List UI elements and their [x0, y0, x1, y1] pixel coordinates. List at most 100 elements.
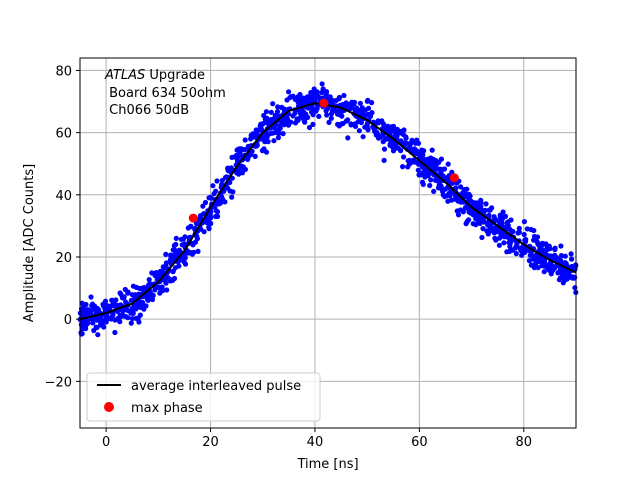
sample-point: [255, 127, 261, 133]
sample-point: [147, 281, 153, 287]
sample-point: [206, 224, 212, 230]
max-phase-point: [319, 98, 329, 108]
sample-point: [146, 277, 152, 283]
y-tick-label: 60: [55, 127, 72, 142]
sample-point: [163, 260, 169, 266]
sample-point: [422, 158, 428, 164]
sample-point: [420, 181, 426, 187]
sample-point: [173, 235, 179, 241]
sample-point: [130, 283, 136, 289]
sample-point: [149, 270, 155, 276]
sample-point: [145, 297, 151, 303]
sample-point: [415, 167, 421, 173]
sample-point: [164, 287, 170, 293]
sample-point: [431, 188, 437, 194]
sample-point: [276, 130, 282, 136]
y-tick-label: 80: [55, 64, 72, 79]
max-phase-layer: [188, 98, 459, 223]
sample-point: [328, 115, 334, 121]
sample-point: [438, 166, 444, 172]
sample-point: [258, 121, 264, 127]
sample-point: [263, 149, 270, 155]
sample-point: [95, 332, 101, 338]
sample-point: [428, 159, 434, 165]
sample-point: [458, 184, 464, 190]
sample-point: [496, 235, 503, 241]
sample-point: [275, 104, 281, 110]
sample-point: [345, 117, 351, 123]
sample-point: [478, 200, 484, 206]
sample-point: [445, 161, 451, 167]
sample-point: [150, 293, 156, 299]
sample-point: [500, 209, 506, 215]
sample-point: [358, 119, 364, 126]
sample-point: [297, 97, 303, 103]
sample-point: [195, 248, 201, 254]
sample-point: [168, 278, 174, 284]
sample-point: [271, 138, 277, 144]
sample-point: [407, 146, 413, 152]
x-axis-ticks: 0 20 40 60 80: [102, 428, 532, 450]
sample-point: [369, 110, 375, 116]
sample-point: [188, 224, 194, 230]
sample-point: [171, 243, 177, 249]
y-tick-label: 20: [55, 251, 72, 266]
sample-point: [405, 164, 411, 170]
annotation-atlas: ATLAS: [104, 68, 145, 83]
sample-point: [312, 97, 318, 103]
sample-point: [311, 106, 317, 112]
sample-point: [508, 237, 514, 243]
sample-point: [462, 190, 468, 196]
sample-point: [153, 270, 159, 276]
sample-point: [276, 126, 282, 132]
sample-point: [128, 297, 134, 303]
sample-point: [163, 251, 169, 257]
y-tick-label: 40: [55, 189, 72, 204]
sample-point: [316, 113, 322, 119]
sample-point: [329, 108, 335, 114]
legend-marker-swatch: [104, 402, 114, 412]
sample-point: [387, 129, 393, 136]
sample-point: [122, 286, 128, 293]
sample-point: [101, 319, 108, 325]
sample-point: [345, 135, 351, 141]
sample-point: [230, 189, 236, 195]
experiment-annotation: ATLAS Upgrade Board 634 50ohm Ch066 50dB: [104, 68, 226, 118]
y-axis-label: Amplitude [ADC Counts]: [22, 164, 37, 322]
sample-point: [324, 112, 330, 118]
annotation-line-1: ATLAS Upgrade: [104, 68, 205, 83]
sample-point: [519, 252, 525, 258]
sample-point: [194, 233, 200, 239]
sample-point: [455, 212, 462, 218]
sample-point: [447, 193, 453, 199]
sample-point: [558, 243, 564, 249]
sample-point: [202, 199, 209, 206]
sample-point: [305, 114, 311, 120]
sample-point: [135, 315, 141, 321]
sample-point: [90, 320, 96, 326]
y-tick-label: −20: [45, 375, 72, 390]
sample-point: [98, 315, 104, 321]
sample-point: [315, 93, 321, 99]
sample-point: [401, 154, 407, 160]
sample-point: [522, 237, 528, 243]
sample-point: [349, 99, 355, 105]
sample-point: [478, 203, 484, 210]
sample-point: [428, 155, 434, 161]
sample-point: [178, 236, 184, 242]
sample-point: [112, 329, 118, 336]
sample-point: [309, 93, 315, 99]
sample-point: [492, 235, 498, 241]
sample-point: [373, 129, 379, 135]
sample-point: [470, 210, 477, 217]
sample-point: [414, 137, 420, 143]
sample-point: [94, 305, 100, 311]
sample-point: [109, 297, 115, 303]
sample-point: [301, 109, 307, 115]
sample-point: [557, 275, 564, 281]
sample-point: [252, 153, 258, 159]
sample-point: [558, 253, 565, 259]
sample-point: [91, 327, 97, 334]
sample-point: [365, 127, 371, 133]
sample-point: [329, 97, 336, 103]
